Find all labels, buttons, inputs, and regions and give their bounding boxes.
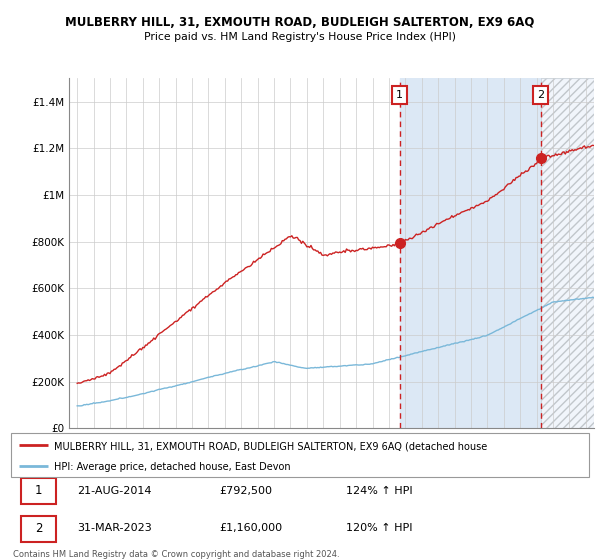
Text: HPI: Average price, detached house, East Devon: HPI: Average price, detached house, East… <box>54 462 291 472</box>
Text: 31-MAR-2023: 31-MAR-2023 <box>77 523 152 533</box>
Bar <box>400 78 541 428</box>
FancyBboxPatch shape <box>21 478 56 504</box>
Text: MULBERRY HILL, 31, EXMOUTH ROAD, BUDLEIGH SALTERTON, EX9 6AQ: MULBERRY HILL, 31, EXMOUTH ROAD, BUDLEIG… <box>65 16 535 29</box>
FancyBboxPatch shape <box>21 516 56 542</box>
Text: Price paid vs. HM Land Registry's House Price Index (HPI): Price paid vs. HM Land Registry's House … <box>144 32 456 43</box>
Text: MULBERRY HILL, 31, EXMOUTH ROAD, BUDLEIGH SALTERTON, EX9 6AQ (detached house: MULBERRY HILL, 31, EXMOUTH ROAD, BUDLEIG… <box>54 441 487 451</box>
Text: 1: 1 <box>396 90 403 100</box>
Text: 120% ↑ HPI: 120% ↑ HPI <box>346 523 413 533</box>
Text: 1: 1 <box>35 484 43 497</box>
Text: 124% ↑ HPI: 124% ↑ HPI <box>346 486 413 496</box>
Text: 2: 2 <box>35 521 43 535</box>
Text: Contains HM Land Registry data © Crown copyright and database right 2024.
This d: Contains HM Land Registry data © Crown c… <box>13 550 340 560</box>
Text: 2: 2 <box>537 90 544 100</box>
FancyBboxPatch shape <box>11 433 589 477</box>
Bar <box>541 78 594 428</box>
Bar <box>541 78 594 428</box>
Text: £1,160,000: £1,160,000 <box>219 523 282 533</box>
Text: 21-AUG-2014: 21-AUG-2014 <box>77 486 152 496</box>
Text: £792,500: £792,500 <box>219 486 272 496</box>
